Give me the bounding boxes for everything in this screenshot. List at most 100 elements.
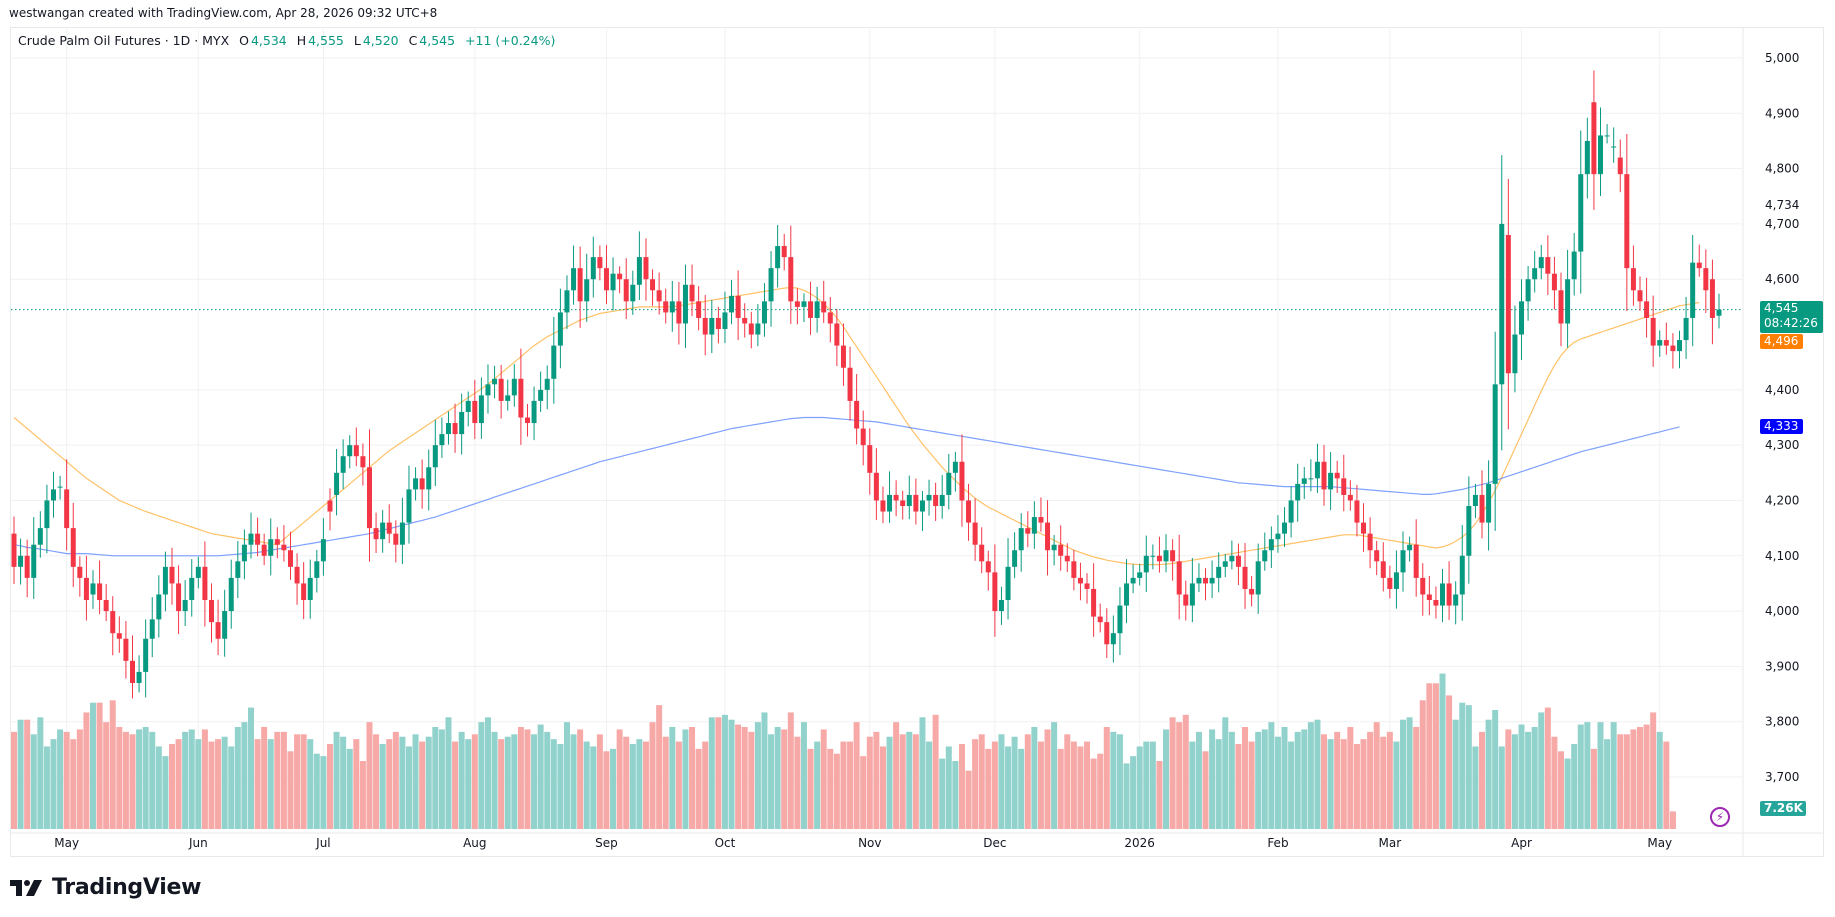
time-tick-label: Feb (1267, 836, 1288, 850)
candle-body (340, 456, 346, 473)
volume-bar (1406, 717, 1413, 829)
volume-bar (893, 722, 900, 829)
volume-bar (926, 741, 933, 829)
candle-body (287, 550, 293, 567)
volume-bar (781, 729, 788, 829)
price-axis: 5,000 4,900 4,800 4,700 4,600 4,400 4,300 4,200… (1765, 51, 1799, 784)
volume-bar (1604, 739, 1611, 829)
candle-body (1005, 566, 1011, 601)
volume-bar (129, 734, 136, 829)
candle-body (406, 489, 412, 523)
volume-bar (1334, 731, 1341, 829)
volume-bar (162, 756, 169, 829)
volume-bar (873, 731, 880, 829)
candle-body (1505, 234, 1511, 374)
volume-bar (326, 744, 333, 829)
symbol-title: Crude Palm Oil Futures · 1D · MYX (18, 33, 230, 48)
time-tick-label: Dec (983, 836, 1006, 850)
candle-body (1459, 555, 1465, 595)
candle-body (1183, 594, 1189, 606)
bolt-icon[interactable]: ⚡ (1710, 807, 1730, 827)
ma-slow-line (13, 416, 1680, 557)
candle-body (1696, 262, 1702, 269)
candle-body (985, 561, 991, 573)
candle-body (353, 445, 359, 457)
volume-bar (1373, 722, 1380, 829)
volume-bar (346, 748, 353, 829)
volume-bar (215, 739, 222, 829)
volume-bar (1321, 734, 1328, 829)
candle-body (373, 528, 379, 540)
volume-bar (103, 722, 110, 829)
volume-bar (1077, 746, 1084, 829)
candle-body (775, 246, 781, 269)
tradingview-logo[interactable]: TradingView (10, 875, 201, 900)
price-tick-label: 4,400 (1765, 383, 1799, 397)
close-value: 4,545 (419, 33, 456, 48)
volume-bar (1268, 722, 1275, 829)
candle-body (571, 268, 577, 291)
volume-bar (1149, 741, 1156, 829)
volume-bar (1505, 729, 1512, 829)
candle-body (1670, 345, 1676, 352)
candle-body (1216, 566, 1222, 578)
price-tick-label: 3,800 (1765, 715, 1799, 729)
candle-body (485, 384, 491, 396)
volume-bar (96, 702, 103, 829)
candle-body (1440, 583, 1446, 606)
candle-body (808, 301, 814, 318)
candle-body (11, 533, 17, 567)
volume-bar (458, 731, 465, 829)
volume-bar (1577, 724, 1584, 829)
candle-body (867, 445, 873, 473)
candle-body (709, 317, 715, 335)
candle-body (380, 522, 386, 540)
candle-body (1341, 478, 1347, 495)
candle-body (597, 257, 603, 269)
candle-body (97, 583, 103, 601)
candle-body (814, 301, 820, 318)
candle-body (241, 544, 247, 562)
volume-bar (1070, 741, 1077, 829)
candle-body (821, 301, 827, 313)
candle-body (1196, 577, 1202, 584)
candle-body (413, 478, 419, 490)
volume-bar (109, 700, 116, 829)
candle-body (136, 671, 142, 683)
volume-bar (438, 729, 445, 829)
time-tick-label: Sep (595, 836, 618, 850)
time-tick-label: Jul (315, 836, 330, 850)
candle-body (1472, 494, 1478, 506)
candle-body (518, 378, 524, 418)
candle-body (465, 400, 471, 412)
candle-body (1663, 340, 1669, 346)
volume-bar (965, 770, 972, 829)
candle-body (83, 577, 89, 601)
volume-bar (590, 746, 597, 829)
candle-body (676, 301, 682, 324)
candle-body (1644, 301, 1650, 318)
candle-body (261, 544, 267, 556)
last-price-value: 4,545 (1764, 301, 1799, 315)
candle-body (742, 317, 748, 324)
price-tick-label: 4,600 (1765, 272, 1799, 286)
time-axis: May Jun Jul Aug Sep Oct Nov Dec 2026 Feb Mar Apr May (54, 836, 1672, 850)
candle-body (617, 273, 623, 280)
candle-body (307, 577, 313, 601)
volume-bar (1465, 705, 1472, 829)
candle-body (143, 638, 149, 672)
candle-body (1222, 561, 1228, 567)
volume-bar (629, 744, 636, 829)
volume-bar (1024, 734, 1031, 829)
volume-bar (89, 702, 96, 829)
candle-body (1150, 555, 1156, 557)
candle-body (1077, 577, 1083, 584)
volume-bar (425, 736, 432, 829)
candle-body (1018, 528, 1024, 551)
candle-body (577, 268, 583, 302)
candle-body (1630, 268, 1636, 291)
candle-body (426, 467, 432, 490)
volume-bar (702, 741, 709, 829)
candle-body (788, 257, 794, 302)
